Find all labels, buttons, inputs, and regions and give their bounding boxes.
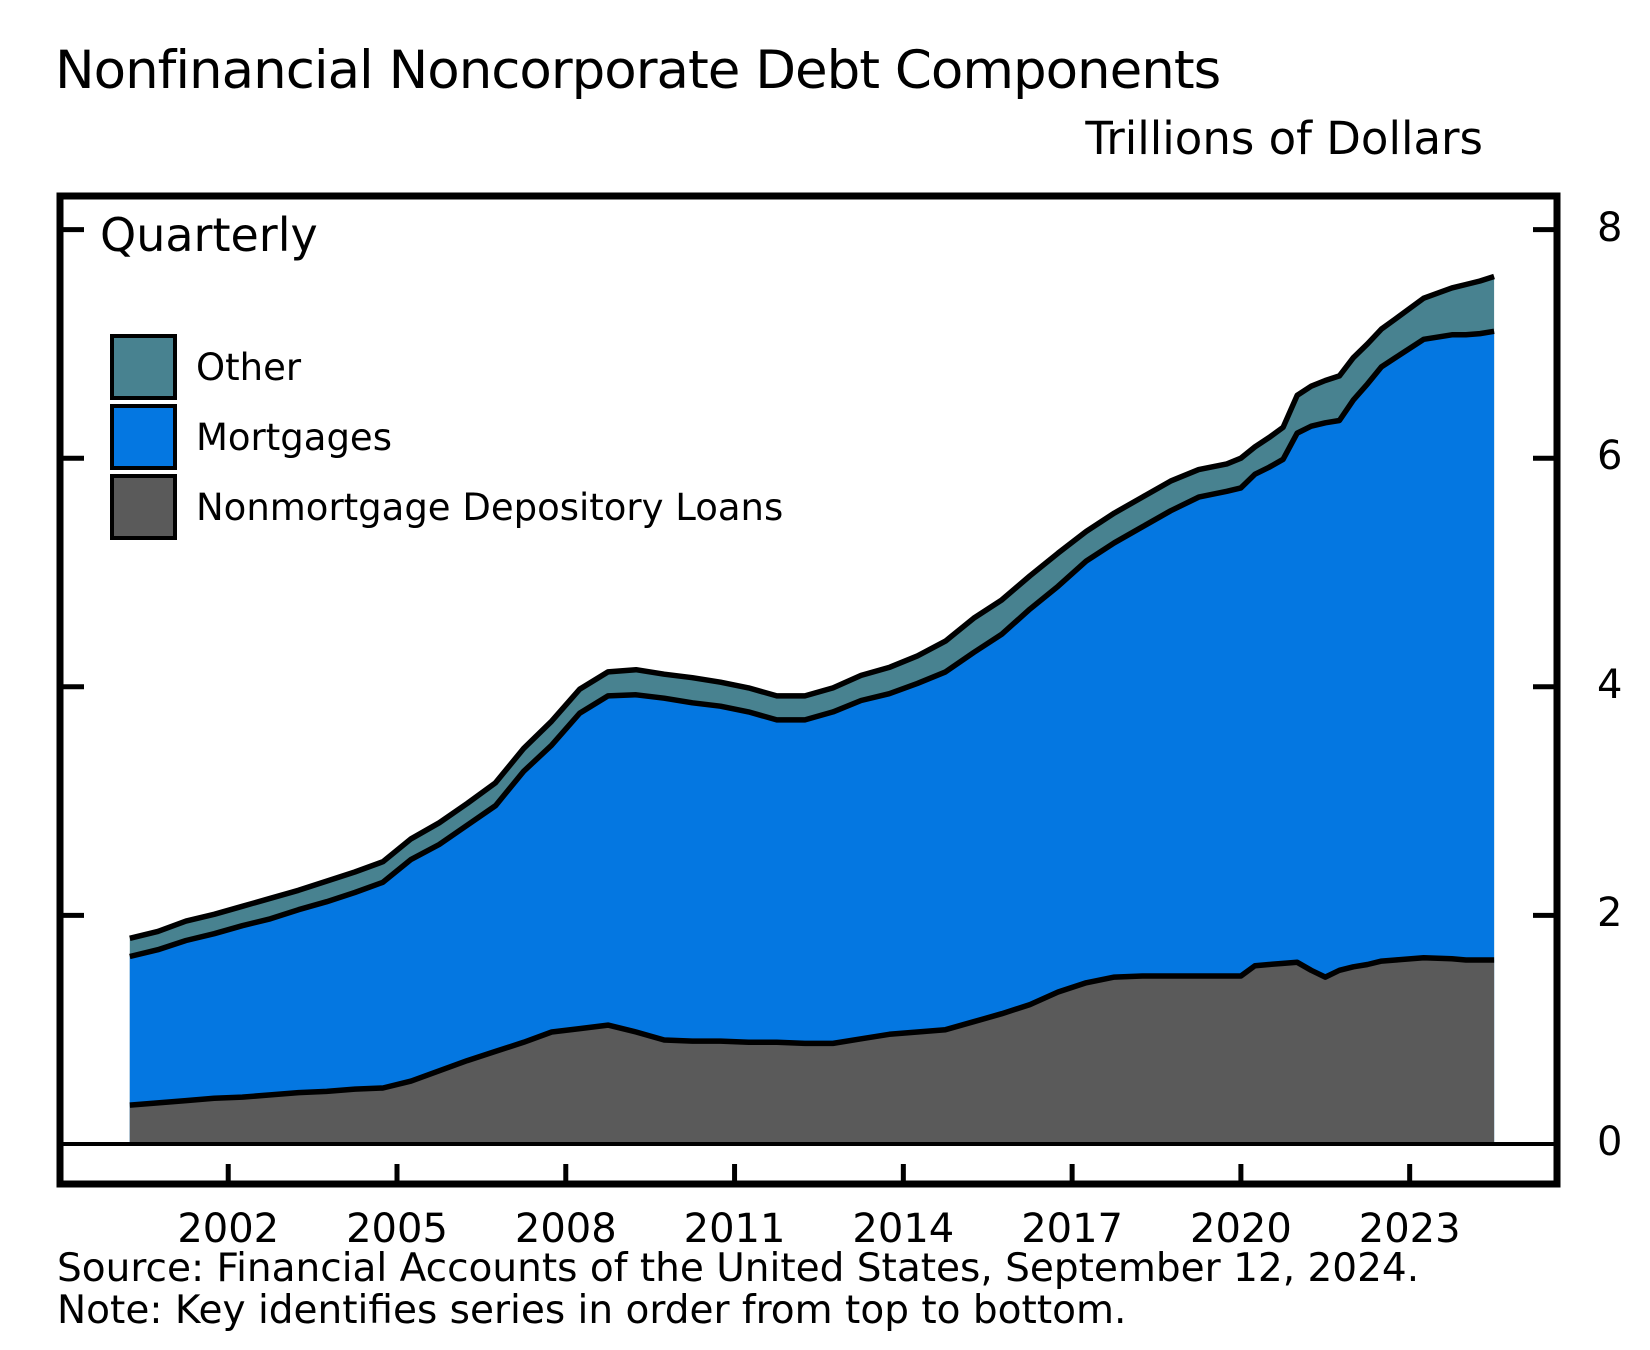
- y-tick-label-0: 0: [1597, 1119, 1623, 1166]
- outline-other: [129, 273, 1495, 941]
- x-tick-label-2005: 2005: [346, 1206, 448, 1252]
- key-note: Note: Key identifies series in order fro…: [57, 1288, 1127, 1334]
- y-tick-label-8: 8: [1597, 204, 1623, 251]
- y-tick-label-2: 2: [1597, 890, 1623, 937]
- page-title: Nonfinancial Noncorporate Debt Component…: [55, 40, 1221, 101]
- area-mortgages: [129, 331, 1495, 1144]
- plot-frame: [56, 192, 1561, 1188]
- outline-nonmortgage-depository-loans: [129, 954, 1495, 1108]
- x-tick-label-2011: 2011: [683, 1206, 786, 1252]
- legend-swatch-other: [110, 334, 177, 400]
- y-tick-label-6: 6: [1597, 433, 1623, 480]
- legend-swatch-mortgages: [110, 404, 177, 470]
- source-note: Source: Financial Accounts of the United…: [57, 1246, 1420, 1291]
- legend-label-mortgages: Mortgages: [196, 415, 392, 459]
- frequency-label: Quarterly: [100, 208, 318, 262]
- x-tick-label-2020: 2020: [1189, 1206, 1292, 1252]
- outline-mortgages: [129, 328, 1495, 960]
- x-tick-label-2023: 2023: [1358, 1206, 1461, 1252]
- footer: Source: Financial Accounts of the United…: [57, 1246, 1420, 1334]
- x-tick-label-2008: 2008: [514, 1206, 617, 1252]
- y-axis-units-label: Trillions of Dollars: [1085, 112, 1483, 165]
- x-tick-label-2002: 2002: [177, 1206, 280, 1252]
- x-tick-label-2014: 2014: [852, 1206, 955, 1252]
- legend-swatch-nonmortgage: [110, 474, 177, 540]
- legend-label-nonmortgage: Nonmortgage Depository Loans: [196, 485, 784, 529]
- x-tick-label-2017: 2017: [1021, 1206, 1124, 1252]
- legend-label-other: Other: [196, 345, 302, 389]
- area-nonmortgage-depository-loans: [129, 957, 1495, 1144]
- y-tick-label-4: 4: [1597, 661, 1623, 708]
